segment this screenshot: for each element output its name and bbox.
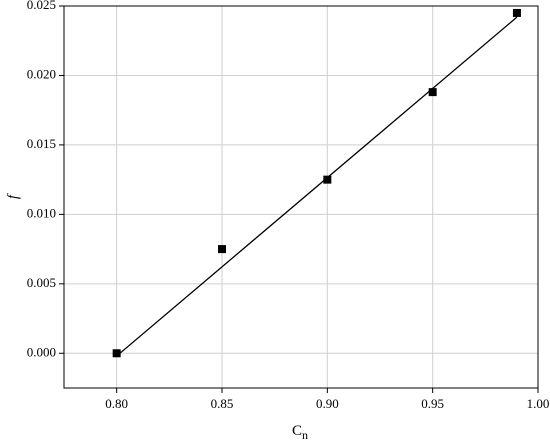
- x-tick-label: 0.80: [105, 396, 128, 411]
- x-tick-label: 1.00: [527, 396, 550, 411]
- x-tick-label: 0.95: [421, 396, 444, 411]
- y-tick-label: 0.025: [27, 0, 56, 12]
- x-tick-label: 0.85: [211, 396, 234, 411]
- data-point: [112, 349, 121, 358]
- plot-frame: [63, 5, 539, 389]
- data-point: [218, 245, 226, 254]
- y-tick-label: 0.020: [27, 66, 56, 81]
- y-tick-label: 0.000: [27, 344, 56, 359]
- y-axis-label: f: [5, 193, 21, 199]
- data-point: [323, 175, 332, 184]
- y-tick-label: 0.015: [27, 136, 56, 151]
- y-tick-label: 0.005: [27, 275, 56, 290]
- x-tick-label: 0.90: [316, 396, 339, 411]
- data-point: [512, 8, 521, 17]
- fit-line: [116, 16, 518, 357]
- x-axis-label-sub: n: [302, 428, 308, 442]
- data-point: [428, 88, 437, 97]
- y-tick-label: 0.010: [27, 205, 56, 220]
- grid: [64, 5, 539, 388]
- x-axis-label: Cn: [292, 423, 308, 441]
- x-axis-label-main: C: [292, 423, 302, 439]
